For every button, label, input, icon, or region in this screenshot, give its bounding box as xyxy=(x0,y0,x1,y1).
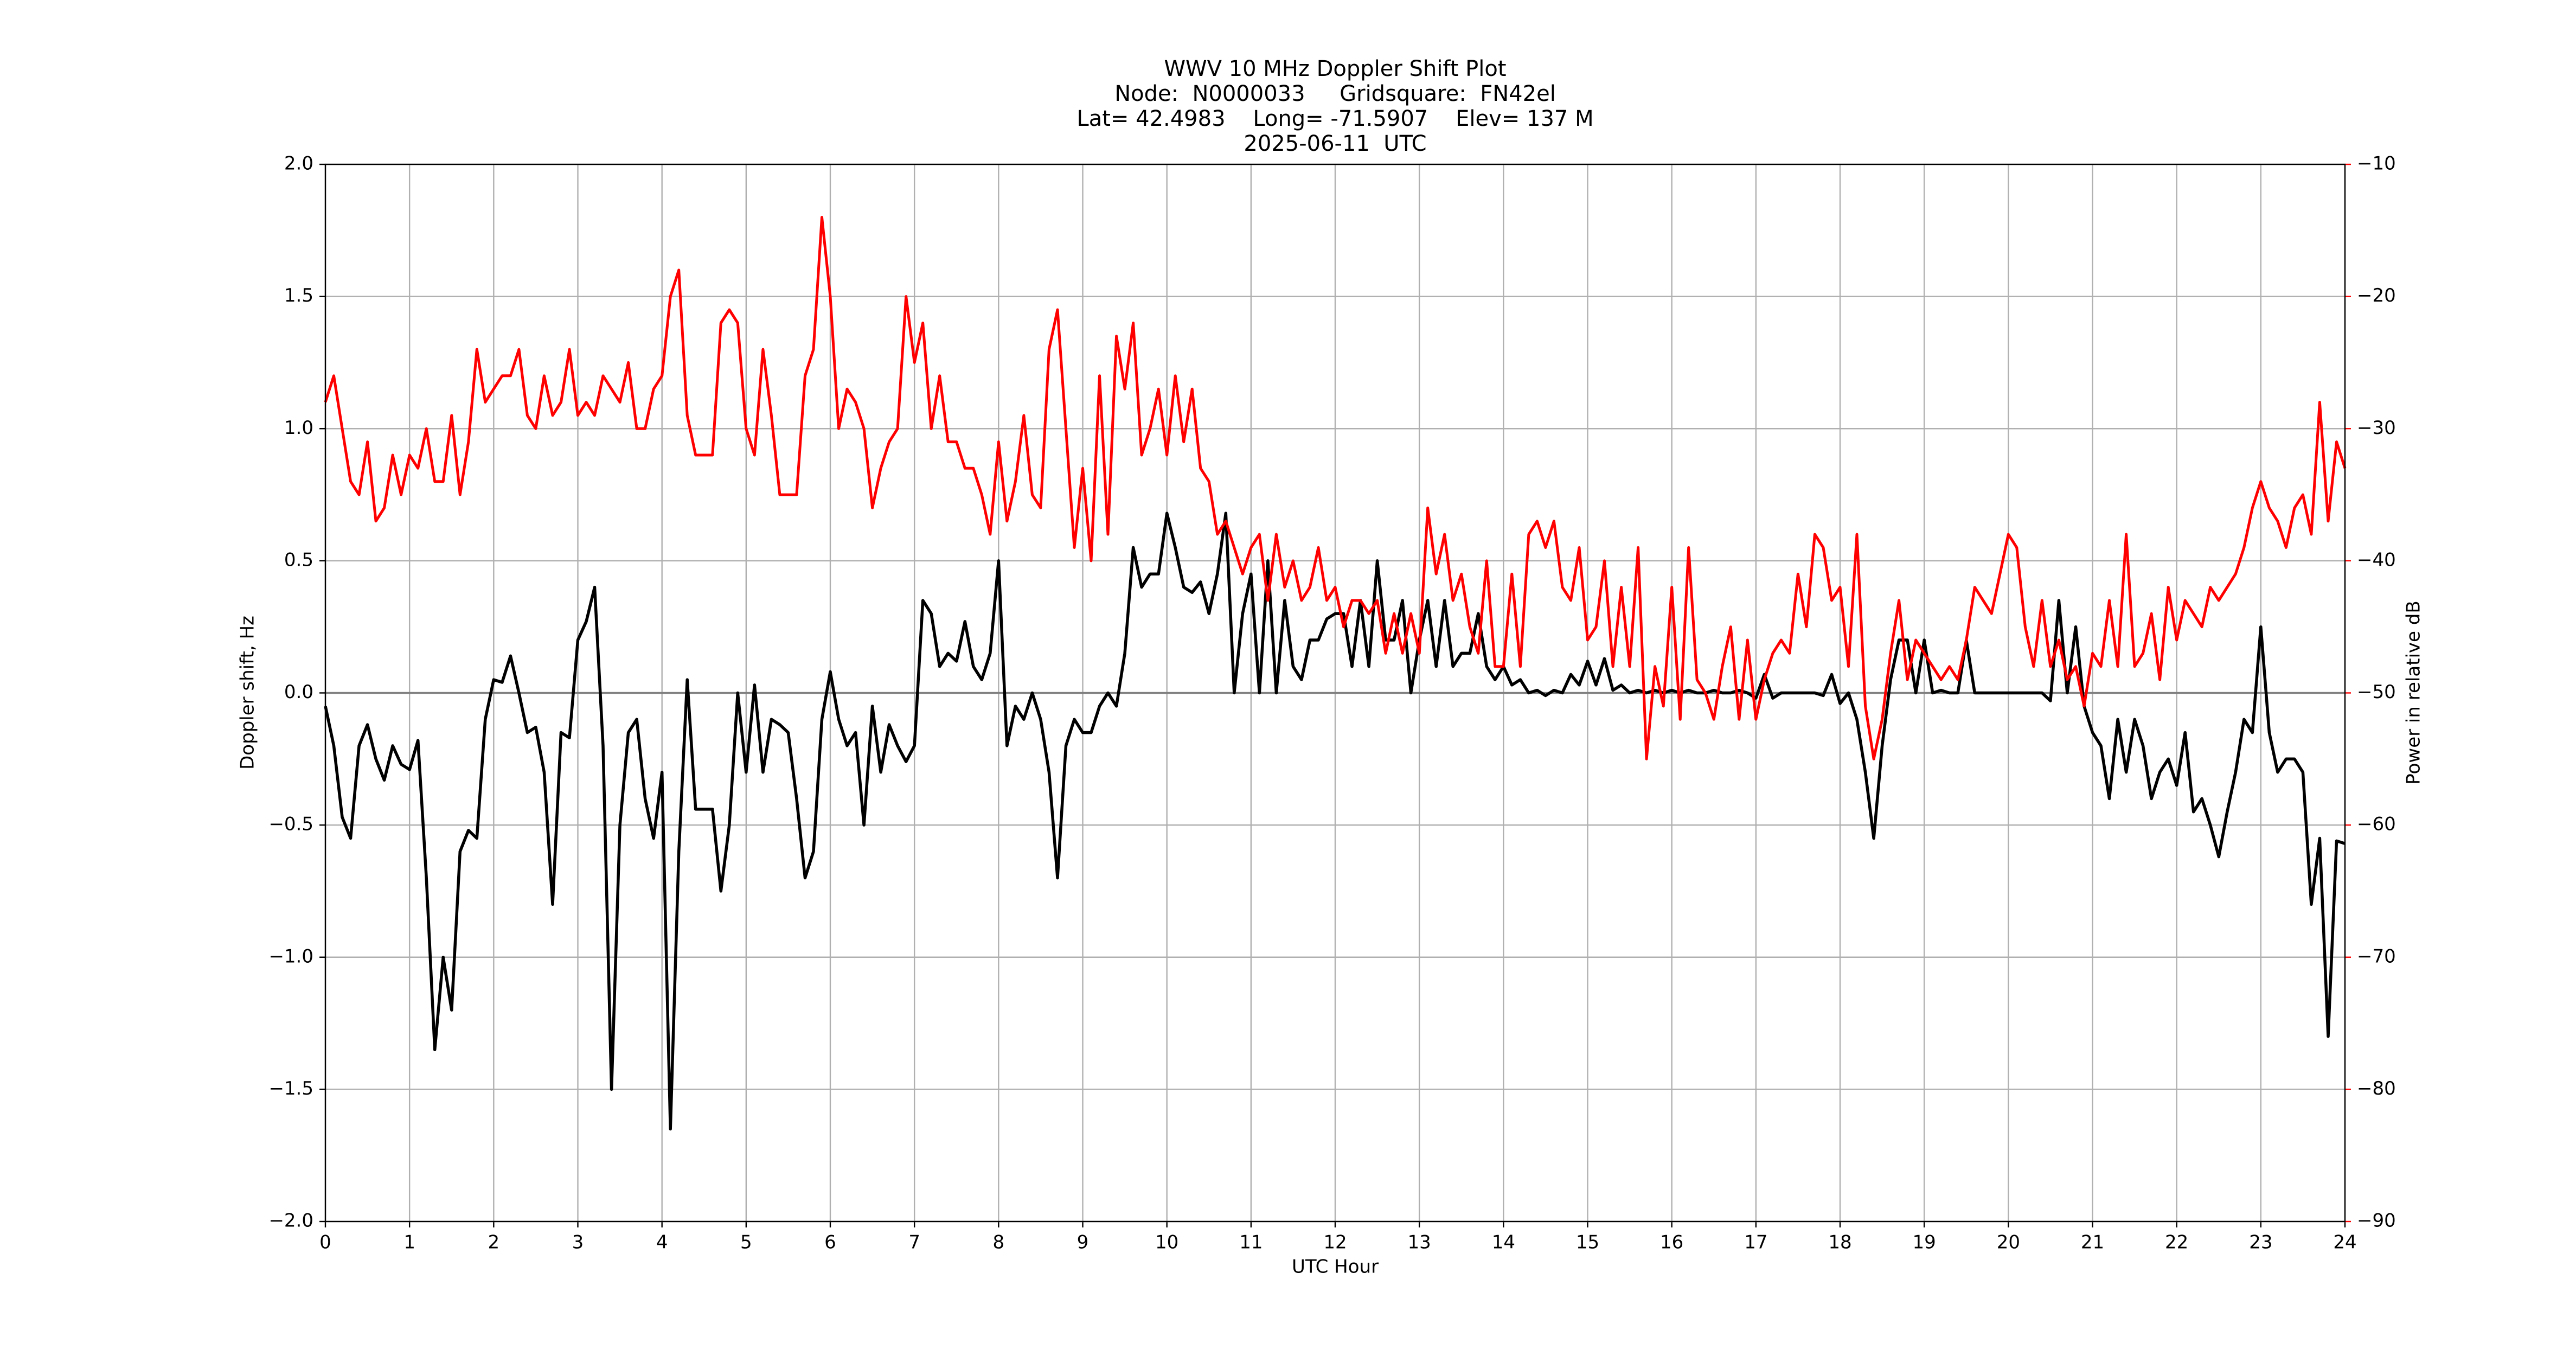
y2-tick-label: −50 xyxy=(2357,681,2396,703)
y2-tick-label: −90 xyxy=(2357,1210,2396,1232)
x-tick-label: 8 xyxy=(993,1232,1005,1253)
x-axis-label: UTC Hour xyxy=(1292,1256,1379,1278)
plot-frame xyxy=(324,163,2346,1223)
chart-subtitle: 2025-06-11 UTC xyxy=(1244,131,1426,156)
y2-axis-label: Power in relative dB xyxy=(2403,600,2425,784)
x-tick-label: 16 xyxy=(1660,1232,1683,1253)
y-tick-label: −1.5 xyxy=(268,1078,313,1099)
y-tick-label: 0.5 xyxy=(284,549,313,571)
x-tick-label: 13 xyxy=(1408,1232,1431,1253)
y-tick-label: 1.0 xyxy=(284,417,313,439)
y-axis-label: Doppler shift, Hz xyxy=(237,616,259,770)
y2-tick-label: −70 xyxy=(2357,945,2396,967)
x-tick-label: 1 xyxy=(403,1232,415,1253)
x-tick-label: 15 xyxy=(1576,1232,1599,1253)
x-tick-label: 5 xyxy=(740,1232,752,1253)
x-tick-label: 20 xyxy=(1997,1232,2020,1253)
x-tick-label: 12 xyxy=(1323,1232,1347,1253)
x-tick-label: 18 xyxy=(1828,1232,1851,1253)
x-tick-label: 9 xyxy=(1077,1232,1089,1253)
y-tick-label: −2.0 xyxy=(268,1210,313,1232)
x-tick-label: 24 xyxy=(2333,1232,2356,1253)
x-tick-label: 2 xyxy=(488,1232,500,1253)
y2-tick-label: −30 xyxy=(2357,417,2396,439)
x-tick-label: 6 xyxy=(824,1232,836,1253)
x-tick-label: 3 xyxy=(572,1232,584,1253)
chart-subtitle: Node: N0000033 Gridsquare: FN42el xyxy=(1114,81,1556,106)
x-tick-label: 22 xyxy=(2165,1232,2188,1253)
data-line xyxy=(324,216,2347,760)
y-tick-label: −1.0 xyxy=(268,945,313,967)
y2-tick-label: −40 xyxy=(2357,549,2396,571)
chart-subtitle: Lat= 42.4983 Long= -71.5907 Elev= 137 M xyxy=(1076,106,1593,131)
x-tick-label: 17 xyxy=(1744,1232,1767,1253)
x-tick-label: 0 xyxy=(319,1232,331,1253)
y-tick-label: 0.0 xyxy=(284,681,313,703)
x-tick-label: 4 xyxy=(656,1232,668,1253)
x-tick-label: 19 xyxy=(1913,1232,1936,1253)
y2-tick-label: −20 xyxy=(2357,285,2396,306)
x-tick-label: 10 xyxy=(1155,1232,1178,1253)
x-tick-label: 14 xyxy=(1492,1232,1515,1253)
x-tick-label: 7 xyxy=(908,1232,920,1253)
chart-title: WWV 10 MHz Doppler Shift Plot xyxy=(1164,56,1506,81)
y-tick-label: 2.0 xyxy=(284,153,313,175)
y-tick-label: −0.5 xyxy=(268,814,313,835)
y2-tick-label: −10 xyxy=(2357,153,2396,175)
data-line xyxy=(324,511,2346,1131)
y2-tick-label: −80 xyxy=(2357,1078,2396,1099)
x-tick-label: 23 xyxy=(2249,1232,2272,1253)
x-tick-label: 11 xyxy=(1239,1232,1263,1253)
y2-tick-label: −60 xyxy=(2357,814,2396,835)
x-tick-label: 21 xyxy=(2081,1232,2104,1253)
y-tick-label: 1.5 xyxy=(284,285,313,306)
